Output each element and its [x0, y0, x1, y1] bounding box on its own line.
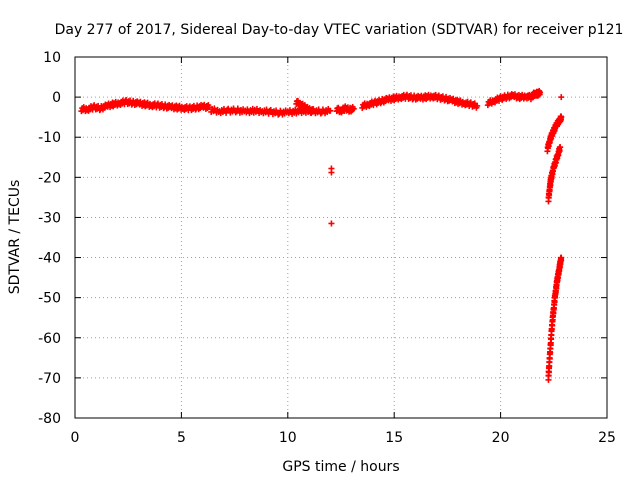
y-tick-label: -50	[38, 291, 61, 307]
data-point-marker	[327, 107, 334, 114]
data-point-marker	[474, 102, 481, 109]
x-tick-label: 25	[598, 430, 616, 446]
y-tick-label: -40	[38, 251, 61, 267]
x-tick-label: 5	[177, 430, 186, 446]
data-point-marker	[558, 94, 565, 101]
y-tick-label: -20	[38, 170, 61, 186]
data-point-marker	[328, 169, 335, 176]
data-point-marker	[557, 144, 564, 151]
data-point-marker	[310, 108, 317, 115]
x-tick-label: 10	[279, 430, 297, 446]
x-axis-label: GPS time / hours	[282, 459, 399, 475]
y-tick-label: -70	[38, 371, 61, 387]
data-point-marker	[350, 105, 357, 112]
y-tick-label: -60	[38, 331, 61, 347]
y-axis-label: SDTVAR / TECUs	[7, 180, 23, 295]
data-point-marker	[206, 104, 213, 111]
y-tick-label: 10	[43, 50, 61, 66]
data-point-marker	[536, 89, 543, 96]
data-point-marker	[558, 254, 565, 261]
x-tick-label: 15	[385, 430, 403, 446]
chart-title: Day 277 of 2017, Sidereal Day-to-day VTE…	[55, 22, 624, 38]
tick-labels: 0 5 10 15 20 25 10 0 -10 -20 -30 -40 -50 -60 -70 -80	[38, 50, 616, 446]
y-tick-label: -10	[38, 130, 61, 146]
plot-frame	[74, 56, 608, 419]
y-tick-label: -80	[38, 411, 61, 427]
data-point-marker	[328, 220, 335, 227]
x-tick-label: 20	[492, 430, 510, 446]
data-points	[78, 87, 565, 383]
x-tick-label: 0	[71, 430, 80, 446]
y-tick-label: -30	[38, 210, 61, 226]
y-tick-label: 0	[52, 90, 61, 106]
grid-lines	[75, 57, 607, 418]
data-point-marker	[558, 114, 565, 121]
